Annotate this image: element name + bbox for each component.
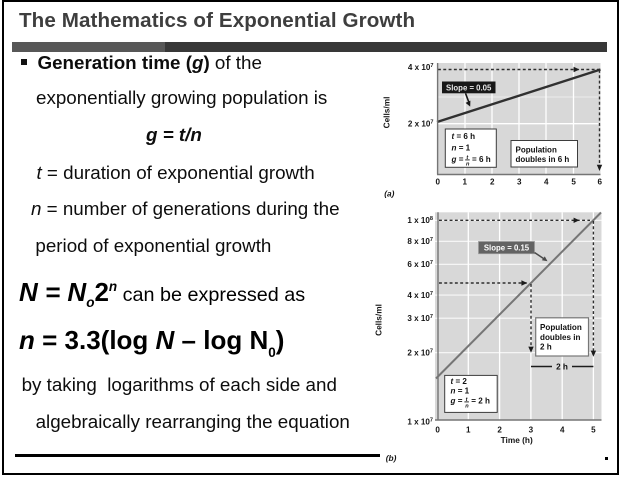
svg-text:t = 6 h: t = 6 h	[452, 132, 476, 141]
svg-text:2: 2	[490, 178, 495, 187]
svg-text:Cells/ml: Cells/ml	[373, 304, 383, 336]
svg-text:0: 0	[435, 426, 440, 435]
svg-text:Time (h): Time (h)	[501, 435, 533, 445]
svg-text:n: n	[465, 404, 469, 410]
svg-text:g =: g =	[450, 397, 463, 406]
svg-text:Population: Population	[540, 323, 582, 332]
svg-text:5: 5	[591, 426, 596, 435]
svg-text:0: 0	[435, 178, 440, 187]
svg-text:g =: g =	[451, 155, 464, 164]
svg-text:Population: Population	[516, 145, 557, 154]
svg-text:1: 1	[466, 426, 471, 435]
svg-text:t: t	[466, 155, 469, 161]
svg-text:t = 2: t = 2	[451, 377, 468, 386]
svg-text:2: 2	[497, 426, 502, 435]
svg-text:3: 3	[517, 178, 522, 187]
svg-text:8 x 107: 8 x 107	[407, 237, 433, 246]
svg-text:Slope = 0.15: Slope = 0.15	[484, 243, 530, 252]
svg-text:t: t	[466, 397, 469, 403]
svg-text:n = 1: n = 1	[452, 144, 471, 153]
svg-text:n = 1: n = 1	[451, 387, 470, 396]
svg-text:doubles in 6 h: doubles in 6 h	[516, 155, 570, 164]
svg-text:Cells/ml: Cells/ml	[381, 97, 391, 129]
svg-text:2 x 107: 2 x 107	[408, 120, 434, 129]
svg-text:doubles in: doubles in	[540, 333, 581, 342]
svg-text:1 x 107: 1 x 107	[407, 417, 433, 426]
svg-text:6: 6	[598, 178, 603, 187]
svg-text:4: 4	[544, 178, 549, 187]
svg-text:= 2 h: = 2 h	[471, 397, 490, 406]
svg-text:n: n	[466, 162, 470, 168]
svg-text:4 x 107: 4 x 107	[407, 291, 433, 300]
svg-text:3: 3	[529, 426, 534, 435]
svg-text:1 x 108: 1 x 108	[407, 216, 433, 225]
svg-text:2 h: 2 h	[540, 343, 552, 352]
svg-text:1: 1	[463, 178, 468, 187]
svg-text:2 x 107: 2 x 107	[407, 349, 433, 358]
svg-text:3 x 107: 3 x 107	[407, 314, 433, 323]
svg-text:Slope = 0.05: Slope = 0.05	[446, 84, 492, 93]
svg-text:(a): (a)	[384, 188, 394, 198]
svg-text:= 6 h: = 6 h	[472, 155, 491, 164]
svg-text:4: 4	[560, 426, 565, 435]
svg-text:5: 5	[571, 178, 576, 187]
svg-text:6 x 107: 6 x 107	[407, 260, 433, 269]
svg-text:(b): (b)	[386, 453, 397, 463]
svg-text:4 x 107: 4 x 107	[408, 63, 434, 72]
svg-text:2 h: 2 h	[556, 363, 568, 372]
